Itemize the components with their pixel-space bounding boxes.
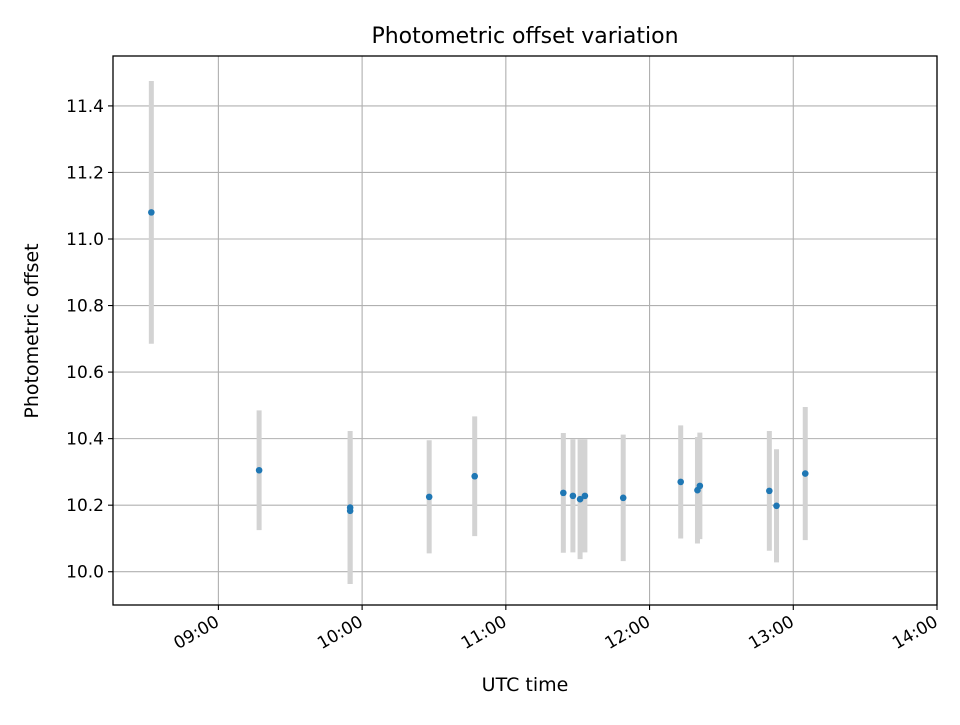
y-tick-label: 10.8 bbox=[66, 297, 104, 317]
chart-title: Photometric offset variation bbox=[371, 24, 678, 49]
y-tick-label: 11.0 bbox=[66, 230, 104, 250]
data-point bbox=[619, 494, 627, 502]
data-point bbox=[766, 487, 773, 495]
data-point bbox=[801, 470, 809, 477]
y-tick-label: 10.4 bbox=[66, 430, 104, 450]
data-point bbox=[696, 482, 704, 490]
y-tick-label: 11.2 bbox=[66, 163, 104, 183]
y-tick-label: 11.4 bbox=[66, 97, 104, 117]
data-point bbox=[148, 209, 155, 216]
y-axis-label: Photometric offset bbox=[21, 243, 43, 418]
data-layer bbox=[148, 80, 809, 585]
data-point bbox=[346, 504, 354, 511]
y-tick-label: 10.2 bbox=[66, 496, 104, 516]
data-point bbox=[569, 492, 577, 500]
y-tick-label: 10.6 bbox=[66, 363, 104, 383]
data-point bbox=[425, 493, 433, 501]
data-point bbox=[471, 472, 478, 480]
data-point bbox=[576, 495, 584, 503]
x-axis-label: UTC time bbox=[482, 674, 569, 696]
data-point bbox=[581, 492, 589, 500]
y-tick-label: 10.0 bbox=[66, 563, 104, 583]
data-point bbox=[255, 466, 263, 474]
plot-frame bbox=[112, 55, 938, 606]
data-point bbox=[773, 502, 780, 510]
data-point bbox=[677, 478, 684, 486]
data-point bbox=[560, 489, 567, 497]
